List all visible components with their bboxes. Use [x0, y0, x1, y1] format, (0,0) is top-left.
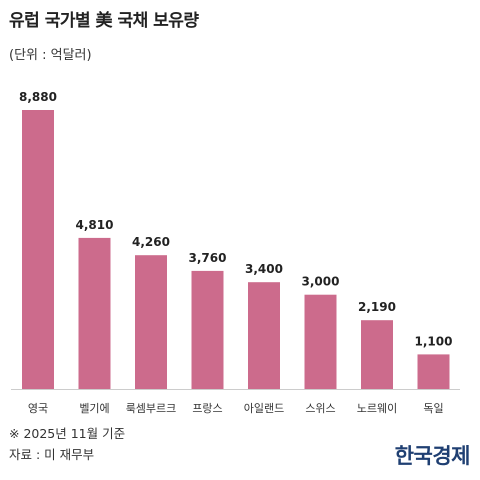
- footnote: ※ 2025년 11월 기준: [9, 426, 126, 441]
- source-label: 자료 : 미 재무부: [9, 447, 95, 462]
- bar: [417, 354, 450, 389]
- category-label: 아일랜드: [244, 401, 284, 415]
- data-label: 3,400: [245, 262, 283, 276]
- bar: [22, 110, 54, 389]
- bar: [135, 255, 167, 389]
- bar: [191, 270, 224, 389]
- data-label: 8,880: [19, 90, 57, 104]
- data-label: 4,810: [76, 218, 114, 232]
- category-label: 룩셈부르크: [126, 402, 177, 415]
- data-label: 3,000: [302, 275, 340, 289]
- unit-label: (단위 : 억달러): [9, 48, 92, 63]
- chart-title: 유럽 국가별 美 국채 보유량: [9, 11, 199, 31]
- publisher-logo: 한국경제: [394, 443, 471, 468]
- category-label: 스위스: [305, 402, 335, 415]
- data-label: 3,760: [189, 251, 227, 265]
- data-label: 4,260: [132, 235, 170, 249]
- bar: [361, 320, 393, 389]
- data-label: 1,100: [415, 334, 453, 348]
- category-label: 독일: [423, 401, 443, 415]
- category-label: 벨기에: [79, 402, 109, 415]
- bar: [248, 282, 280, 389]
- data-label: 2,190: [358, 300, 396, 314]
- category-label: 영국: [28, 402, 48, 415]
- category-label: 노르웨이: [357, 402, 397, 415]
- bar: [78, 237, 111, 389]
- bar: [304, 294, 337, 389]
- category-label: 프랑스: [192, 402, 222, 415]
